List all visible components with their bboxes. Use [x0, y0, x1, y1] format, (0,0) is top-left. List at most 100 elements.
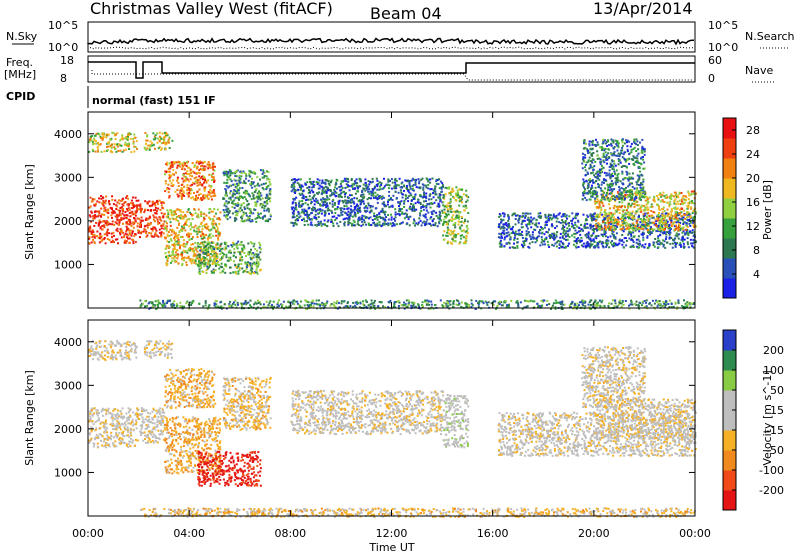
heatmap-cell	[189, 249, 191, 252]
heatmap-cell	[161, 201, 164, 204]
heatmap-cell	[435, 178, 438, 181]
heatmap-cell	[196, 255, 199, 258]
heatmap-cell	[292, 206, 295, 209]
heatmap-cell	[372, 196, 375, 199]
heatmap-cell	[237, 204, 239, 207]
heatmap-cell	[256, 184, 259, 187]
heatmap-cell	[681, 236, 684, 239]
heatmap-cell	[250, 181, 253, 183]
heatmap-cell	[100, 207, 103, 210]
heatmap-cell	[501, 212, 504, 215]
heatmap-cell	[164, 135, 167, 138]
heatmap-cell	[316, 201, 319, 203]
heatmap-cell	[167, 257, 170, 259]
heatmap-cell	[653, 196, 655, 199]
heatmap-cell	[334, 202, 336, 205]
heatmap-cell	[562, 213, 565, 216]
heatmap-cell	[245, 173, 247, 176]
heatmap-cell	[291, 208, 294, 211]
heatmap-cell	[389, 205, 392, 208]
heatmap-cell	[189, 174, 192, 177]
heatmap-cell	[207, 246, 210, 249]
heatmap-cell	[313, 217, 316, 219]
heatmap-cell	[216, 208, 219, 211]
heatmap-cell	[322, 187, 325, 190]
heatmap-cell	[223, 202, 226, 205]
heatmap-cell	[613, 242, 615, 245]
heatmap-cell	[229, 198, 232, 201]
heatmap-cell	[114, 138, 117, 141]
heatmap-cell	[387, 222, 390, 225]
heatmap-cell	[582, 242, 585, 245]
heatmap-cell	[562, 227, 565, 230]
heatmap-cell	[654, 238, 657, 240]
heatmap-cell	[500, 235, 503, 238]
heatmap-cell	[201, 184, 204, 187]
heatmap-cell	[218, 267, 221, 270]
heatmap-cell	[326, 179, 329, 182]
heatmap-cell	[259, 192, 262, 194]
heatmap-cell	[605, 228, 607, 231]
heatmap-cell	[210, 173, 213, 176]
heatmap-cell	[564, 215, 567, 218]
heatmap-cell	[351, 223, 354, 225]
heatmap-cell	[438, 210, 441, 213]
heatmap-cell	[380, 225, 383, 227]
heatmap-cell	[341, 191, 344, 194]
heatmap-cell	[684, 228, 687, 231]
heatmap-cell	[357, 218, 360, 221]
heatmap-cell	[413, 196, 416, 198]
heatmap-cell	[93, 234, 96, 237]
heatmap-cell	[375, 215, 378, 218]
heatmap-cell	[459, 196, 462, 199]
heatmap-cell	[525, 225, 528, 228]
heatmap-cell	[136, 225, 139, 228]
heatmap-cell	[465, 235, 468, 238]
heatmap-cell	[340, 188, 343, 191]
heatmap-cell	[190, 262, 193, 265]
heatmap-cell	[323, 198, 326, 201]
heatmap-cell	[601, 213, 604, 216]
heatmap-cell	[405, 209, 408, 212]
heatmap-cell	[243, 247, 246, 250]
heatmap-cell	[541, 243, 544, 246]
heatmap-cell	[455, 214, 458, 217]
heatmap-cell	[213, 169, 216, 172]
heatmap-cell	[107, 216, 110, 219]
heatmap-cell	[435, 182, 438, 185]
heatmap-cell	[225, 189, 228, 192]
heatmap-cell	[350, 184, 353, 187]
heatmap-cell	[641, 221, 644, 224]
heatmap-cell	[242, 211, 245, 214]
heatmap-cell	[502, 225, 505, 228]
heatmap-cell	[186, 170, 189, 173]
heatmap-cell	[603, 225, 606, 228]
heatmap-cell	[163, 131, 166, 134]
heatmap-cell	[673, 202, 676, 205]
heatmap-cell	[562, 221, 565, 224]
heatmap-cell	[214, 194, 217, 197]
heatmap-cell	[604, 231, 607, 234]
heatmap-cell	[174, 190, 177, 193]
heatmap-cell	[211, 220, 214, 223]
heatmap-cell	[563, 246, 566, 249]
heatmap-cell	[258, 195, 261, 198]
heatmap-cell	[460, 220, 463, 223]
heatmap-cell	[567, 230, 569, 233]
heatmap-cell	[201, 161, 203, 164]
heatmap-cell	[453, 234, 456, 237]
heatmap-cell	[101, 138, 104, 141]
heatmap-cell	[266, 195, 269, 198]
heatmap-cell	[127, 142, 130, 145]
nave-tick-top: 60	[708, 54, 722, 67]
heatmap-cell	[132, 223, 135, 226]
heatmap-cell	[189, 260, 192, 262]
heatmap-cell	[164, 190, 167, 193]
heatmap-cell	[173, 230, 176, 233]
heatmap-cell	[369, 224, 372, 227]
heatmap-cell	[129, 215, 132, 218]
heatmap-cell	[664, 214, 666, 217]
heatmap-cell	[462, 205, 465, 208]
heatmap-cell	[621, 201, 624, 204]
heatmap-cell	[459, 234, 462, 237]
